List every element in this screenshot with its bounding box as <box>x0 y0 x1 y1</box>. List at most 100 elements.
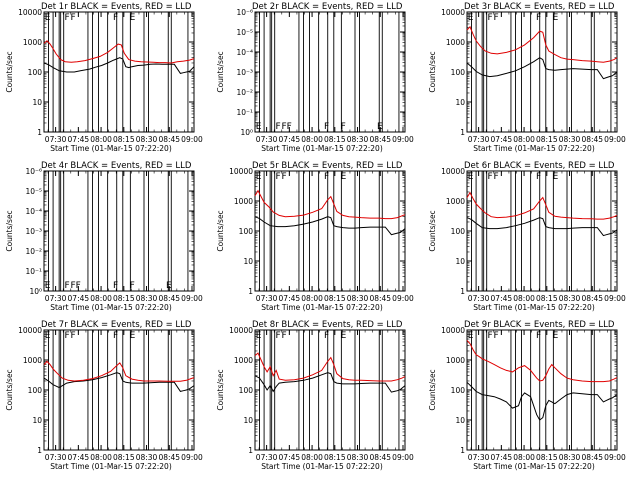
x-tick-label: 07:30 <box>468 135 490 144</box>
x-tick-label: 08:15 <box>113 453 135 462</box>
event-marker-label: E <box>341 172 347 182</box>
x-tick-label: 07:30 <box>45 453 67 462</box>
y-tick-label: 10000 <box>441 167 465 176</box>
event-marker-label: E <box>45 281 51 291</box>
x-tick-label: 08:30 <box>559 453 581 462</box>
x-axis-label: Start Time (01-Mar-15 07:22:20) <box>261 462 383 471</box>
series-line-events <box>254 216 406 236</box>
x-tick-label: 09:00 <box>392 294 414 303</box>
y-tick-label: 10000 <box>229 326 253 335</box>
x-tick-label: 08:00 <box>301 135 323 144</box>
event-marker-label: F <box>275 172 280 182</box>
chart-panel-det3: Det 3r BLACK = Events, RED = LLD 1 10 100 10… <box>428 2 626 153</box>
y-axis-label: Counts/sec <box>428 51 437 92</box>
y-tick-label: 1 <box>460 128 465 137</box>
x-tick-label: 07:45 <box>68 453 90 462</box>
event-marker-label: E <box>166 281 172 291</box>
chart-panel-det8: Det 8r BLACK = Events, RED = LLD 1 10 100 10… <box>216 320 414 471</box>
x-tick-label: 09:00 <box>392 135 414 144</box>
y-tick-label: 10⁻⁶ <box>236 8 253 17</box>
chart-title: Det 1r BLACK = Events, RED = LLD <box>41 2 192 12</box>
event-marker-label: F <box>536 172 541 182</box>
x-axis-label: Start Time (01-Mar-15 07:22:20) <box>50 462 172 471</box>
x-tick-label: 08:15 <box>324 135 346 144</box>
event-marker-label: E <box>468 13 474 23</box>
chart-panel-det7: Det 7r BLACK = Events, RED = LLD 1 10 100 10… <box>5 320 203 471</box>
y-tick-label: 10 <box>32 416 42 425</box>
x-tick-label: 08:00 <box>513 294 535 303</box>
event-marker-label: F <box>64 13 69 23</box>
chart-title: Det 3r BLACK = Events, RED = LLD <box>464 2 615 12</box>
y-tick-label: 10 <box>455 416 465 425</box>
y-tick-label: 1000 <box>234 197 253 206</box>
x-tick-label: 09:00 <box>392 453 414 462</box>
x-tick-label: 08:45 <box>158 135 180 144</box>
event-marker-label: F <box>71 331 76 341</box>
chart-panel-det5: Det 5r BLACK = Events, RED = LLD 1 10 100 10… <box>216 161 414 312</box>
y-axis-label: Counts/sec <box>5 210 14 251</box>
y-tick-label: 1 <box>460 287 465 296</box>
event-marker-label: F <box>341 122 346 132</box>
x-tick-label: 08:45 <box>158 453 180 462</box>
event-marker-label: E <box>256 122 262 132</box>
x-tick-label: 07:45 <box>491 453 513 462</box>
x-tick-label: 08:30 <box>136 453 158 462</box>
event-marker-label: F <box>494 172 499 182</box>
event-marker-label: F <box>64 281 69 291</box>
x-tick-label: 07:30 <box>45 294 67 303</box>
series-line-events <box>254 372 406 393</box>
chart-panel-det4: Det 4r BLACK = Events, RED = LLD 10⁰ 10⁻¹ 1… <box>5 161 203 312</box>
series-line-events <box>466 57 618 80</box>
x-tick-label: 08:30 <box>347 135 369 144</box>
series-line-events <box>466 381 618 421</box>
y-tick-label: 10⁻⁶ <box>25 167 42 176</box>
event-marker-label: FF <box>71 281 81 291</box>
x-tick-label: 08:00 <box>513 453 535 462</box>
y-axis-label: Counts/sec <box>216 210 225 251</box>
chart-title: Det 7r BLACK = Events, RED = LLD <box>41 320 192 330</box>
x-tick-label: 07:30 <box>468 453 490 462</box>
x-tick-label: 08:45 <box>369 135 391 144</box>
x-tick-label: 08:00 <box>513 135 535 144</box>
event-marker-label: F <box>130 281 135 291</box>
series-line-lld <box>254 189 406 220</box>
y-tick-label: 1 <box>37 446 42 455</box>
y-tick-label: 1000 <box>446 197 465 206</box>
y-tick-label: 1000 <box>234 356 253 365</box>
x-tick-label: 08:45 <box>369 294 391 303</box>
y-tick-label: 10⁻⁵ <box>236 28 253 37</box>
y-tick-label: 10⁻³ <box>236 68 253 77</box>
y-tick-label: 1 <box>248 287 253 296</box>
event-marker-label: E <box>468 331 474 341</box>
chart-title: Det 8r BLACK = Events, RED = LLD <box>252 320 403 330</box>
event-marker-label: E <box>377 122 383 132</box>
x-tick-label: 08:30 <box>136 294 158 303</box>
y-tick-label: 1 <box>460 446 465 455</box>
y-tick-label: 10000 <box>18 8 42 17</box>
y-tick-label: 100 <box>239 386 254 395</box>
event-marker-label: F <box>113 13 118 23</box>
event-marker-label: E <box>130 13 136 23</box>
y-tick-label: 10⁻⁵ <box>25 187 42 196</box>
y-tick-label: 1 <box>37 128 42 137</box>
event-marker-label: FF <box>282 122 292 132</box>
event-marker-label: F <box>64 331 69 341</box>
x-tick-label: 08:30 <box>559 294 581 303</box>
series-line-lld <box>466 25 618 63</box>
event-marker-label: E <box>468 172 474 182</box>
y-tick-label: 10⁻¹ <box>25 267 42 276</box>
x-tick-label: 07:30 <box>256 135 278 144</box>
x-tick-label: 08:00 <box>301 453 323 462</box>
y-axis-label: Counts/sec <box>428 369 437 410</box>
x-tick-label: 09:00 <box>604 294 626 303</box>
x-tick-label: 08:45 <box>158 294 180 303</box>
event-marker-label: F <box>282 172 287 182</box>
x-tick-label: 07:45 <box>68 135 90 144</box>
event-marker-label: F <box>536 331 541 341</box>
x-tick-label: 08:15 <box>324 453 346 462</box>
event-marker-label: F <box>494 331 499 341</box>
y-tick-label: 100 <box>451 386 466 395</box>
x-tick-label: 08:15 <box>536 453 558 462</box>
series-line-events <box>466 217 618 237</box>
